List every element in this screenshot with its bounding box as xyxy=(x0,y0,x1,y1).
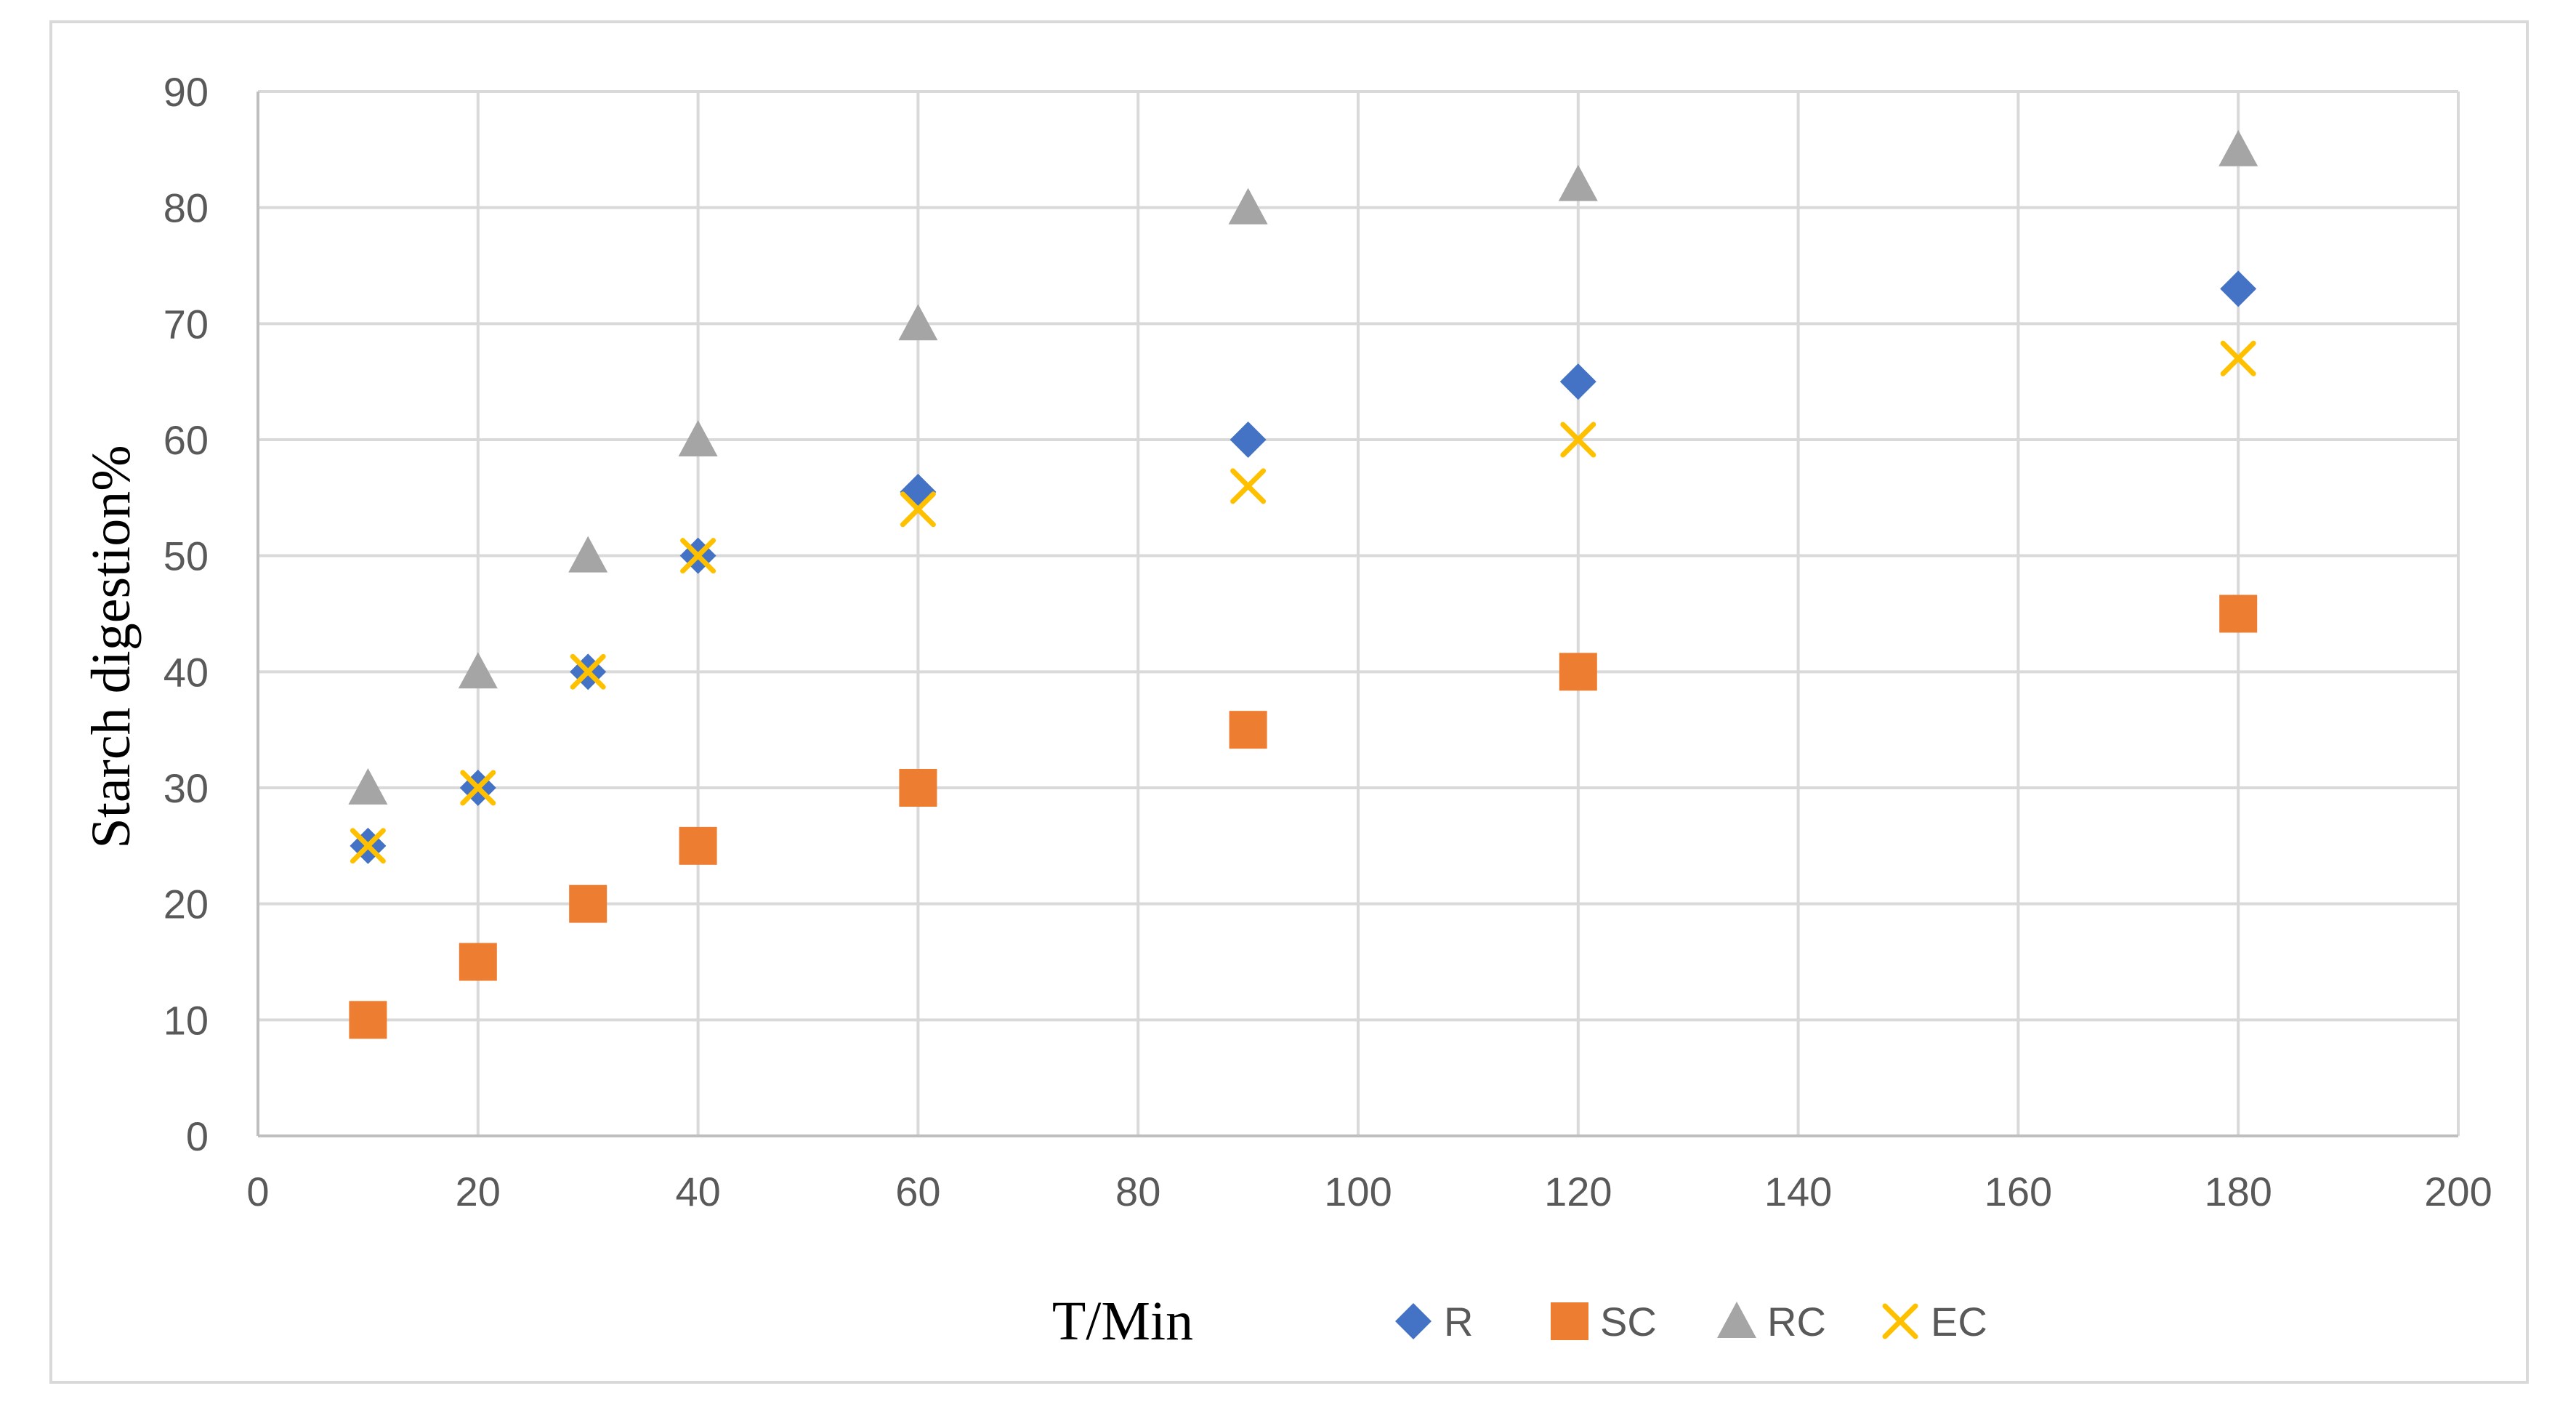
x-marker-stroke xyxy=(570,653,606,690)
x-tick-label: 120 xyxy=(1544,1169,1612,1214)
y-tick-label: 60 xyxy=(163,417,209,463)
x-tick-label: 160 xyxy=(1985,1169,2052,1214)
point-ec xyxy=(1560,422,1596,458)
point-rc xyxy=(348,768,388,805)
legend-item-r: R xyxy=(1395,1299,1473,1345)
y-tick-label: 0 xyxy=(186,1113,209,1159)
x-tick-label: 60 xyxy=(895,1169,940,1214)
x-tick-label: 40 xyxy=(675,1169,720,1214)
point-rc xyxy=(898,304,938,341)
y-tick-labels: 0 10 20 30 40 50 60 70 80 90 xyxy=(163,69,209,1159)
y-tick-label: 10 xyxy=(163,997,209,1043)
y-tick-label: 70 xyxy=(163,301,209,347)
point-sc xyxy=(459,943,497,981)
x-marker-stroke xyxy=(2220,340,2256,376)
x-marker-stroke xyxy=(1560,422,1596,458)
y-axis-title: Starch digestion% xyxy=(81,445,142,848)
y-tick-label: 20 xyxy=(163,882,209,927)
legend-marker-sc xyxy=(1551,1302,1588,1340)
point-r xyxy=(900,473,937,510)
chart-frame xyxy=(49,20,2529,1384)
point-sc xyxy=(2219,594,2258,633)
legend-item-rc: RC xyxy=(1717,1299,1826,1345)
legend-label-sc: SC xyxy=(1600,1299,1657,1345)
point-ec xyxy=(2220,340,2256,376)
y-tick-label: 50 xyxy=(163,533,209,579)
x-tick-labels: 0 20 40 60 80 100 120 140 160 180 200 xyxy=(246,1169,2492,1214)
point-ec xyxy=(680,538,716,574)
legend-label-r: R xyxy=(1444,1299,1473,1345)
x-marker-stroke xyxy=(900,491,936,528)
point-sc xyxy=(899,769,937,807)
x-marker-stroke xyxy=(680,538,716,574)
point-ec xyxy=(460,770,496,806)
point-sc xyxy=(1559,653,1597,691)
axes xyxy=(257,92,2458,1137)
legend-item-sc: SC xyxy=(1551,1299,1657,1345)
x-marker-stroke xyxy=(350,828,386,864)
x-tick-label: 80 xyxy=(1115,1169,1160,1214)
x-axis-title: T/Min xyxy=(1052,1291,1193,1352)
point-rc xyxy=(678,420,718,456)
point-rc xyxy=(1558,164,1598,201)
point-sc xyxy=(349,1001,387,1039)
point-rc xyxy=(1228,188,1268,225)
point-ec xyxy=(900,491,936,528)
x-tick-label: 140 xyxy=(1764,1169,1832,1214)
point-sc xyxy=(569,884,607,923)
point-ec xyxy=(570,653,606,690)
legend-marker-r xyxy=(1395,1303,1432,1339)
point-r xyxy=(2220,270,2257,307)
point-rc xyxy=(568,536,608,573)
point-ec xyxy=(1230,468,1267,504)
legend-marker-rc xyxy=(1717,1302,1756,1338)
legend-label-rc: RC xyxy=(1767,1299,1826,1345)
point-ec xyxy=(350,828,386,864)
point-rc xyxy=(2218,129,2258,166)
y-tick-label: 90 xyxy=(163,69,209,115)
point-r xyxy=(1230,422,1267,458)
point-sc xyxy=(1229,711,1267,749)
legend: R SC RC EC xyxy=(1395,1299,1987,1345)
x-marker-stroke xyxy=(460,770,496,806)
x-marker-stroke xyxy=(1230,468,1267,504)
legend-label-ec: EC xyxy=(1931,1299,1987,1345)
data-points xyxy=(348,129,2258,1039)
x-tick-label: 180 xyxy=(2204,1169,2272,1214)
legend-marker-ec xyxy=(1882,1303,1918,1339)
y-tick-label: 30 xyxy=(163,765,209,811)
y-tick-label: 80 xyxy=(163,185,209,231)
x-tick-label: 200 xyxy=(2424,1169,2492,1214)
legend-item-ec: EC xyxy=(1882,1299,1987,1345)
x-tick-label: 20 xyxy=(456,1169,501,1214)
gridlines xyxy=(258,90,2460,1136)
x-tick-label: 100 xyxy=(1324,1169,1392,1214)
point-r xyxy=(1559,363,1596,400)
x-tick-label: 0 xyxy=(246,1169,269,1214)
x-marker-stroke xyxy=(1882,1303,1918,1339)
point-rc xyxy=(458,652,498,689)
y-tick-label: 40 xyxy=(163,649,209,695)
point-sc xyxy=(679,826,717,865)
